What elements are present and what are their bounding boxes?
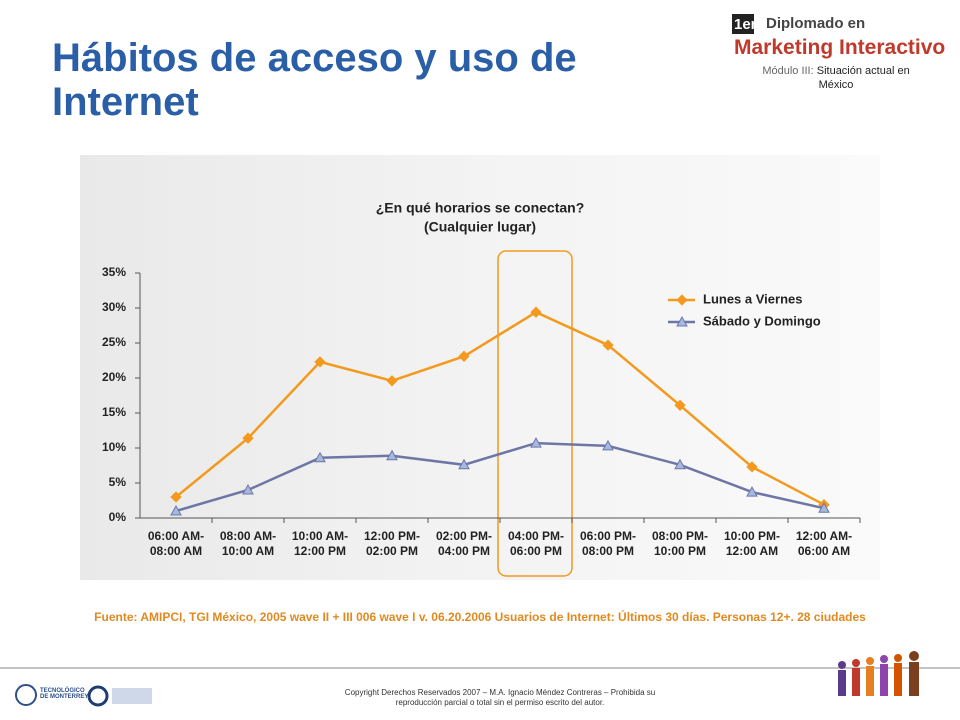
y-tick-label: 20% bbox=[102, 370, 126, 384]
marker bbox=[674, 458, 686, 470]
marker bbox=[314, 451, 326, 463]
module: Módulo III: Situación actual en México bbox=[746, 64, 926, 92]
marker bbox=[170, 491, 182, 503]
module-label: Módulo III: bbox=[762, 65, 814, 77]
x-tick-label: 08:00 PM- 10:00 PM bbox=[651, 529, 709, 558]
x-tick-label: 02:00 PM- 04:00 PM bbox=[435, 529, 493, 558]
x-tick-label: 12:00 PM- 02:00 PM bbox=[363, 529, 421, 558]
marker bbox=[386, 375, 398, 387]
people-logo bbox=[838, 651, 919, 696]
y-tick-label: 35% bbox=[102, 265, 126, 279]
x-tick-label: 06:00 PM- 08:00 PM bbox=[579, 529, 637, 558]
y-tick-label: 5% bbox=[109, 475, 127, 489]
y-tick-label: 30% bbox=[102, 300, 126, 314]
badge-box bbox=[732, 14, 754, 34]
program-name: Marketing Interactivo bbox=[734, 36, 946, 59]
x-tick-label: 06:00 AM- 08:00 AM bbox=[147, 529, 205, 558]
y-tick-label: 10% bbox=[102, 440, 126, 454]
x-tick-label: 08:00 AM- 10:00 AM bbox=[219, 529, 277, 558]
marker bbox=[746, 486, 758, 497]
marker bbox=[818, 502, 830, 513]
marker bbox=[386, 449, 398, 461]
legend-marker bbox=[676, 294, 688, 306]
module-name: Situación actual en México bbox=[816, 65, 910, 91]
chart-subtitle: (Cualquier lugar) bbox=[424, 219, 536, 235]
institution-logos bbox=[15, 684, 152, 707]
chart-title: ¿En qué horarios se conectan? bbox=[376, 200, 585, 216]
x-tick-label: 10:00 AM- 12:00 PM bbox=[291, 529, 349, 558]
program: Diplomado en bbox=[766, 15, 866, 32]
series-line bbox=[175, 441, 825, 513]
marker bbox=[170, 504, 182, 516]
institution: TECNOLÓGICO DE MONTERREY. bbox=[40, 688, 90, 700]
marker bbox=[242, 432, 254, 444]
copyright: Copyright Derechos Reservados 2007 – M.A… bbox=[344, 688, 656, 707]
legend-label: Sábado y Domingo bbox=[703, 313, 821, 328]
marker bbox=[458, 458, 470, 470]
legend-marker bbox=[676, 315, 688, 327]
legend-label: Lunes a Viernes bbox=[703, 291, 802, 306]
marker bbox=[602, 439, 614, 451]
marker bbox=[458, 350, 470, 362]
source: Fuente: AMIPCI, TGI México, 2005 wave II… bbox=[94, 610, 866, 624]
y-tick-label: 0% bbox=[109, 510, 127, 524]
y-tick-label: 15% bbox=[102, 405, 126, 419]
marker bbox=[530, 306, 542, 318]
marker bbox=[746, 461, 758, 473]
highlight-box bbox=[497, 250, 573, 577]
x-tick-label: 04:00 PM- 06:00 PM bbox=[507, 529, 565, 558]
marker bbox=[602, 339, 614, 351]
marker bbox=[674, 399, 686, 411]
marker bbox=[314, 356, 326, 368]
y-tick-label: 25% bbox=[102, 335, 126, 349]
x-tick-label: 10:00 PM- 12:00 AM bbox=[723, 529, 781, 558]
chart-background bbox=[80, 155, 880, 580]
slide-title: Hábitos de acceso y uso de Internet bbox=[52, 36, 577, 124]
x-tick-label: 12:00 AM- 06:00 AM bbox=[795, 529, 853, 558]
marker bbox=[530, 437, 542, 448]
badge: 1er bbox=[734, 16, 757, 33]
series-line bbox=[175, 310, 825, 506]
marker bbox=[242, 483, 254, 495]
